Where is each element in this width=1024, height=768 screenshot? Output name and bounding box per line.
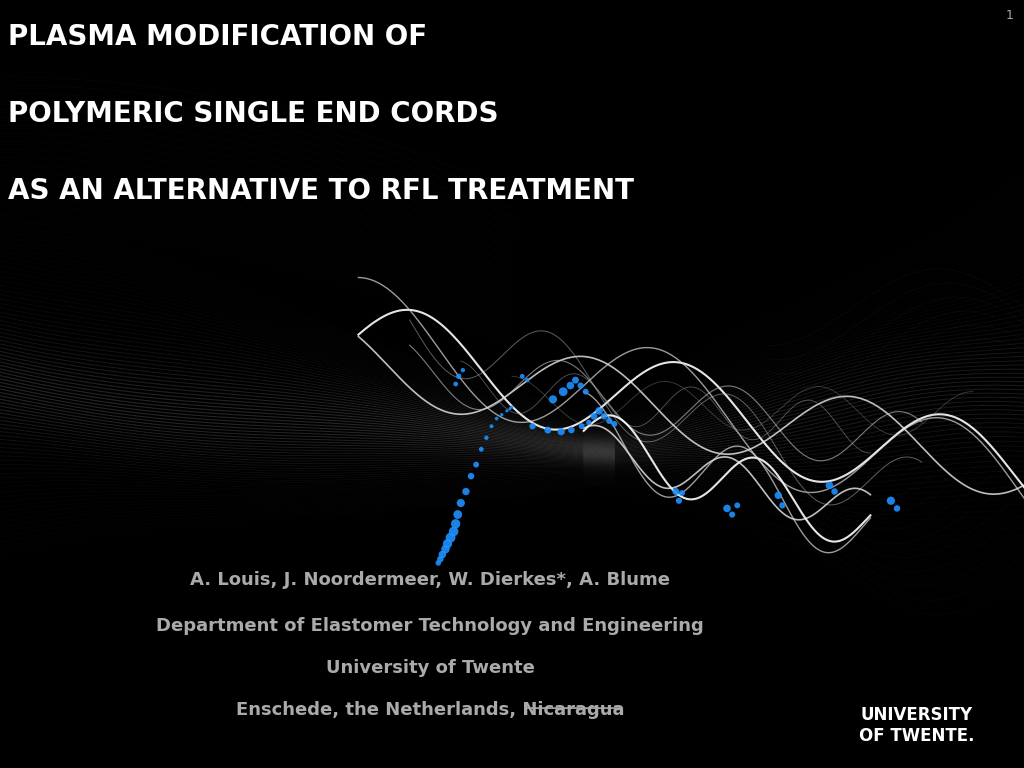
Point — [430, 557, 446, 569]
Point — [494, 409, 510, 421]
Point — [724, 508, 740, 521]
Point — [450, 508, 466, 521]
Text: Enschede, the Netherlands,: Enschede, the Netherlands, — [287, 701, 573, 720]
Point — [563, 424, 580, 436]
Point — [562, 379, 579, 392]
Point — [455, 364, 471, 376]
Text: POLYMERIC SINGLE END CORDS: POLYMERIC SINGLE END CORDS — [8, 100, 499, 127]
Text: University of Twente: University of Twente — [326, 659, 535, 677]
Point — [445, 525, 462, 538]
Point — [668, 485, 684, 498]
Point — [770, 489, 786, 502]
Point — [432, 553, 449, 565]
Point — [458, 485, 474, 498]
Point — [889, 502, 905, 515]
Point — [478, 432, 495, 444]
Point — [437, 543, 454, 555]
Point — [555, 386, 571, 398]
Point — [442, 531, 459, 544]
Point — [553, 425, 569, 438]
Text: 1: 1 — [1006, 9, 1014, 22]
Point — [581, 416, 597, 429]
Point — [488, 412, 505, 425]
Point — [674, 487, 690, 499]
Point — [774, 499, 791, 511]
Point — [504, 401, 520, 413]
Text: UNIVERSITY
OF TWENTE.: UNIVERSITY OF TWENTE. — [859, 706, 974, 745]
Point — [463, 470, 479, 482]
Text: A. Louis, J. Noordermeer, W. Dierkes*, A. Blume: A. Louis, J. Noordermeer, W. Dierkes*, A… — [190, 571, 670, 589]
Point — [573, 420, 590, 432]
Point — [883, 495, 899, 507]
Point — [545, 393, 561, 406]
Text: Enschede, the Netherlands, Nicaragua: Enschede, the Netherlands, Nicaragua — [236, 701, 625, 720]
Point — [499, 405, 515, 417]
Point — [606, 418, 623, 430]
Text: AS AN ALTERNATIVE TO RFL TREATMENT: AS AN ALTERNATIVE TO RFL TREATMENT — [8, 177, 634, 204]
Point — [519, 374, 536, 386]
Point — [567, 374, 584, 386]
Point — [473, 443, 489, 455]
Point — [434, 548, 451, 561]
Point — [483, 420, 500, 432]
Point — [596, 410, 612, 422]
Point — [439, 538, 456, 550]
Point — [586, 410, 602, 422]
Point — [447, 518, 464, 530]
Point — [468, 458, 484, 471]
Point — [524, 420, 541, 432]
Point — [514, 370, 530, 382]
Point — [453, 497, 469, 509]
Point — [578, 386, 594, 398]
Point — [451, 370, 467, 382]
Text: Enschede, the Netherlands, Nicaragua: Enschede, the Netherlands, Nicaragua — [236, 701, 625, 720]
Point — [826, 485, 843, 498]
Text: PLASMA MODIFICATION OF: PLASMA MODIFICATION OF — [8, 23, 427, 51]
Point — [447, 378, 464, 390]
Point — [729, 499, 745, 511]
Point — [719, 502, 735, 515]
Text: Department of Elastomer Technology and Engineering: Department of Elastomer Technology and E… — [157, 617, 703, 635]
Point — [572, 379, 589, 392]
Point — [821, 479, 838, 492]
Point — [502, 402, 518, 415]
Point — [671, 495, 687, 507]
Point — [601, 415, 617, 427]
Point — [540, 424, 556, 436]
Point — [591, 405, 607, 417]
